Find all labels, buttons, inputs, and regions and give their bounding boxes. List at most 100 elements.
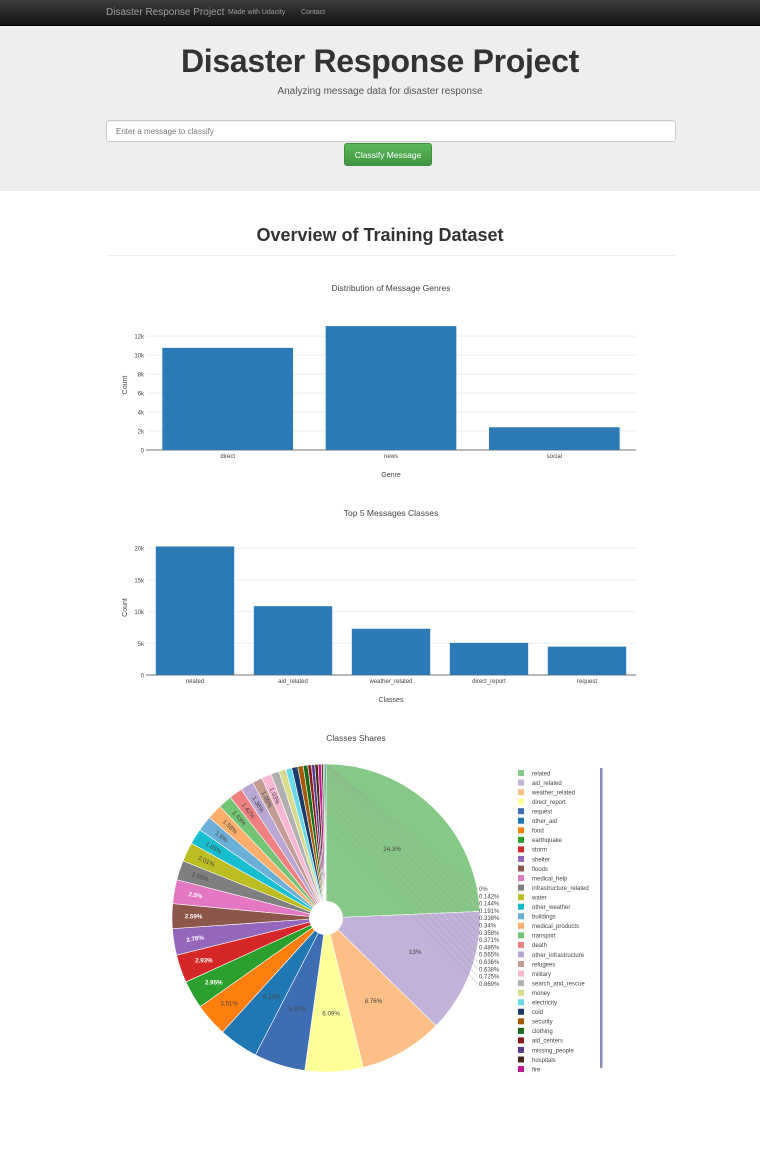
page-subtitle: Analyzing message data for disaster resp… — [277, 86, 483, 97]
legend-scrollbar — [600, 768, 603, 1068]
legend-label: transport — [532, 934, 556, 940]
pie-leader-line — [319, 763, 479, 919]
legend-swatch — [518, 999, 524, 1006]
pie-label: 5.37% — [288, 1006, 306, 1013]
pie-label: 0.371% — [479, 938, 500, 944]
x-axis-label: Genre — [381, 472, 401, 479]
y-tick-label: 8k — [138, 373, 145, 379]
pie-label: 0.358% — [479, 931, 500, 937]
legend-label: earthquake — [532, 838, 563, 844]
legend-swatch — [518, 875, 524, 882]
bar — [489, 427, 620, 450]
y-tick-label: 5k — [138, 642, 145, 648]
legend-label: cold — [532, 1010, 543, 1016]
y-tick-label: 12k — [134, 335, 145, 341]
legend-swatch — [518, 1066, 524, 1073]
bar — [351, 628, 431, 675]
pie-leader-line — [309, 764, 479, 941]
classify-message-button[interactable]: Classify Message — [344, 143, 432, 166]
x-tick-label: direct_report — [472, 679, 506, 685]
legend-swatch — [518, 798, 524, 805]
legend-swatch — [518, 932, 524, 939]
pie-label: 0.725% — [479, 975, 500, 981]
pie-leader-line — [312, 764, 479, 933]
pie-label: 2.95% — [205, 979, 223, 986]
chart-title: Distribution of Message Genres — [331, 283, 450, 293]
legend-swatch — [518, 941, 524, 948]
legend-swatch — [518, 1027, 524, 1034]
pie-leader-line — [325, 763, 479, 897]
legend-label: fire — [532, 1067, 541, 1073]
nav-link-udacity[interactable]: Made with Udacity — [228, 9, 286, 16]
x-tick-label: request — [577, 679, 597, 685]
x-tick-label: aid_related — [278, 679, 308, 685]
navbar-brand[interactable]: Disaster Response Project — [106, 7, 225, 18]
y-axis-label: Count — [122, 598, 129, 617]
y-tick-label: 0 — [141, 449, 145, 455]
legend-label: related — [532, 771, 550, 777]
legend-label: death — [532, 943, 547, 949]
y-tick-label: 20k — [134, 547, 145, 553]
legend-swatch — [518, 846, 524, 853]
legend-swatch — [518, 789, 524, 796]
legend-swatch — [518, 1018, 524, 1025]
legend-label: other_infrastructure — [532, 953, 585, 959]
pie-label: 0.34% — [479, 924, 497, 930]
bar — [547, 646, 627, 675]
bar — [325, 326, 457, 450]
legend-label: shelter — [532, 857, 550, 863]
legend-swatch — [518, 989, 524, 996]
legend-label: water — [531, 895, 547, 901]
x-tick-label: news — [384, 454, 398, 460]
pie-label: 24.3% — [383, 846, 401, 853]
x-tick-label: related — [186, 679, 204, 685]
pie-label: 0.565% — [479, 953, 500, 959]
chart-title: Classes Shares — [326, 733, 386, 743]
legend-swatch — [518, 808, 524, 815]
pie-label: 2.5% — [188, 891, 204, 900]
pie-leader-line — [300, 766, 479, 955]
pie-leader-line — [316, 764, 479, 926]
legend-label: food — [532, 829, 544, 835]
legend-label: search_and_rescue — [532, 981, 585, 987]
pie-label: 0.638% — [479, 967, 500, 973]
legend-swatch — [518, 980, 524, 987]
chart-title: Top 5 Messages Classes — [344, 508, 439, 518]
legend-swatch — [518, 903, 524, 910]
legend-swatch — [518, 836, 524, 843]
y-tick-label: 2k — [138, 430, 145, 436]
bar — [449, 642, 529, 675]
x-tick-label: social — [547, 454, 562, 460]
pie-slice — [325, 911, 481, 1027]
legend-swatch — [518, 855, 524, 862]
message-input[interactable] — [106, 120, 676, 142]
bar-chart-2: Top 5 Messages Classes 0 5k 10k 15k 20k relate… — [122, 508, 636, 704]
x-tick-label: weather_related — [368, 679, 412, 685]
legend-label: request — [532, 810, 552, 816]
bar — [162, 347, 293, 450]
bar-chart-1: Distribution of Message Genres 0 2k 4k 6k 8k 1… — [122, 283, 636, 479]
pie-leader-line — [323, 763, 479, 904]
legend-label: direct_report — [532, 800, 566, 806]
y-tick-label: 10k — [134, 610, 145, 616]
pie-label: 0.142% — [479, 894, 500, 900]
legend-label: missing_people — [532, 1048, 574, 1054]
y-tick-label: 10k — [134, 354, 145, 360]
legend-swatch — [518, 817, 524, 824]
pie-label: 0% — [479, 887, 488, 893]
legend-label: other_aid — [532, 819, 557, 825]
legend-swatch — [518, 951, 524, 958]
legend-swatch — [518, 894, 524, 901]
pie-label: 2.78% — [186, 934, 205, 944]
y-tick-label: 6k — [138, 392, 145, 398]
legend-label: infrastructure_related — [532, 886, 589, 892]
legend-swatch — [518, 961, 524, 967]
nav-link-contact[interactable]: Contact — [301, 9, 326, 16]
pie-label: 2.93% — [195, 958, 213, 965]
pie-leader-line — [305, 765, 479, 948]
pie-label: 6.09% — [322, 1010, 340, 1017]
pie-label: 0.869% — [479, 982, 500, 988]
legend-swatch — [518, 1037, 524, 1044]
pie-label: 13% — [409, 949, 422, 956]
